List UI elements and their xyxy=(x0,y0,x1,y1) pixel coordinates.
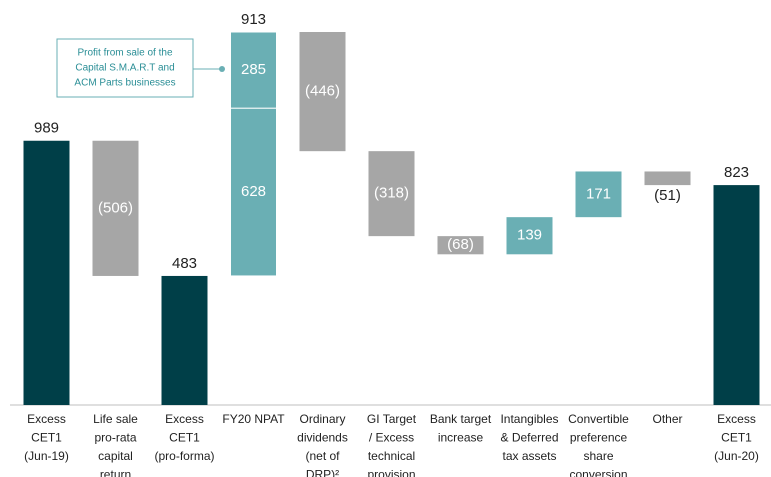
segment-label: 285 xyxy=(241,61,266,78)
value-label: 913 xyxy=(241,11,266,28)
value-label: (506) xyxy=(98,199,133,216)
x-tick-label: increase xyxy=(438,431,484,445)
bar xyxy=(644,171,691,186)
value-label: (68) xyxy=(447,236,474,253)
bar xyxy=(506,217,553,255)
x-tick-label: CET1 xyxy=(721,431,752,445)
x-tick-label: preference xyxy=(570,431,628,445)
x-tick-label: dividends xyxy=(297,431,348,445)
x-tick-label: (pro-forma) xyxy=(154,449,214,463)
bar xyxy=(437,236,484,255)
annotation-line: Profit from sale of the xyxy=(77,48,172,59)
value-label: (318) xyxy=(374,185,409,202)
x-tick-label: GI Target xyxy=(367,412,417,426)
x-tick-label: Other xyxy=(652,412,682,426)
x-tick-label: Excess xyxy=(27,412,66,426)
bar xyxy=(713,185,760,405)
annotation-line: ACM Parts businesses xyxy=(74,78,175,89)
annotation-line: Capital S.M.A.R.T and xyxy=(75,63,174,74)
value-label: 989 xyxy=(34,120,59,137)
x-tick-label: Ordinary xyxy=(299,412,345,426)
x-tick-label: / Excess xyxy=(369,431,414,445)
x-tick-label: DRP)² xyxy=(306,468,339,477)
x-tick-label: pro-rata xyxy=(94,431,136,445)
x-tick-label: FY20 NPAT xyxy=(222,412,285,426)
annotation-box xyxy=(56,38,194,98)
x-tick-label: return xyxy=(100,468,131,477)
bar xyxy=(161,275,208,405)
x-tick-label: CET1 xyxy=(169,431,200,445)
x-tick-label: share xyxy=(583,449,613,463)
x-tick-label: & Deferred xyxy=(500,431,558,445)
bar xyxy=(23,140,70,405)
x-tick-label: Bank target xyxy=(430,412,492,426)
bar-segment xyxy=(230,31,277,109)
value-label: (51) xyxy=(654,187,681,204)
bar-segment xyxy=(230,107,277,277)
value-label: 823 xyxy=(724,164,749,181)
x-tick-label: Life sale xyxy=(93,412,138,426)
x-tick-label: Intangibles xyxy=(500,412,558,426)
value-label: 139 xyxy=(517,227,542,244)
x-tick-label: Excess xyxy=(717,412,756,426)
annotation-dot xyxy=(219,66,225,72)
x-tick-label: tax assets xyxy=(502,449,556,463)
x-tick-label: conversion xyxy=(569,468,627,477)
bar xyxy=(92,140,139,276)
value-label: (446) xyxy=(305,83,340,100)
x-tick-label: provision xyxy=(367,468,415,477)
x-tick-label: (Jun-19) xyxy=(24,449,69,463)
value-label: 171 xyxy=(586,185,611,202)
bar xyxy=(368,151,415,237)
bar xyxy=(575,171,622,218)
x-tick-label: Excess xyxy=(165,412,204,426)
segment-label: 628 xyxy=(241,183,266,200)
x-tick-label: Convertible xyxy=(568,412,629,426)
bar xyxy=(299,32,346,152)
x-tick-label: capital xyxy=(98,449,133,463)
x-tick-label: (net of xyxy=(305,449,340,463)
x-tick-label: (Jun-20) xyxy=(714,449,759,463)
x-tick-label: CET1 xyxy=(31,431,62,445)
value-label: 483 xyxy=(172,255,197,272)
x-tick-label: technical xyxy=(368,449,415,463)
